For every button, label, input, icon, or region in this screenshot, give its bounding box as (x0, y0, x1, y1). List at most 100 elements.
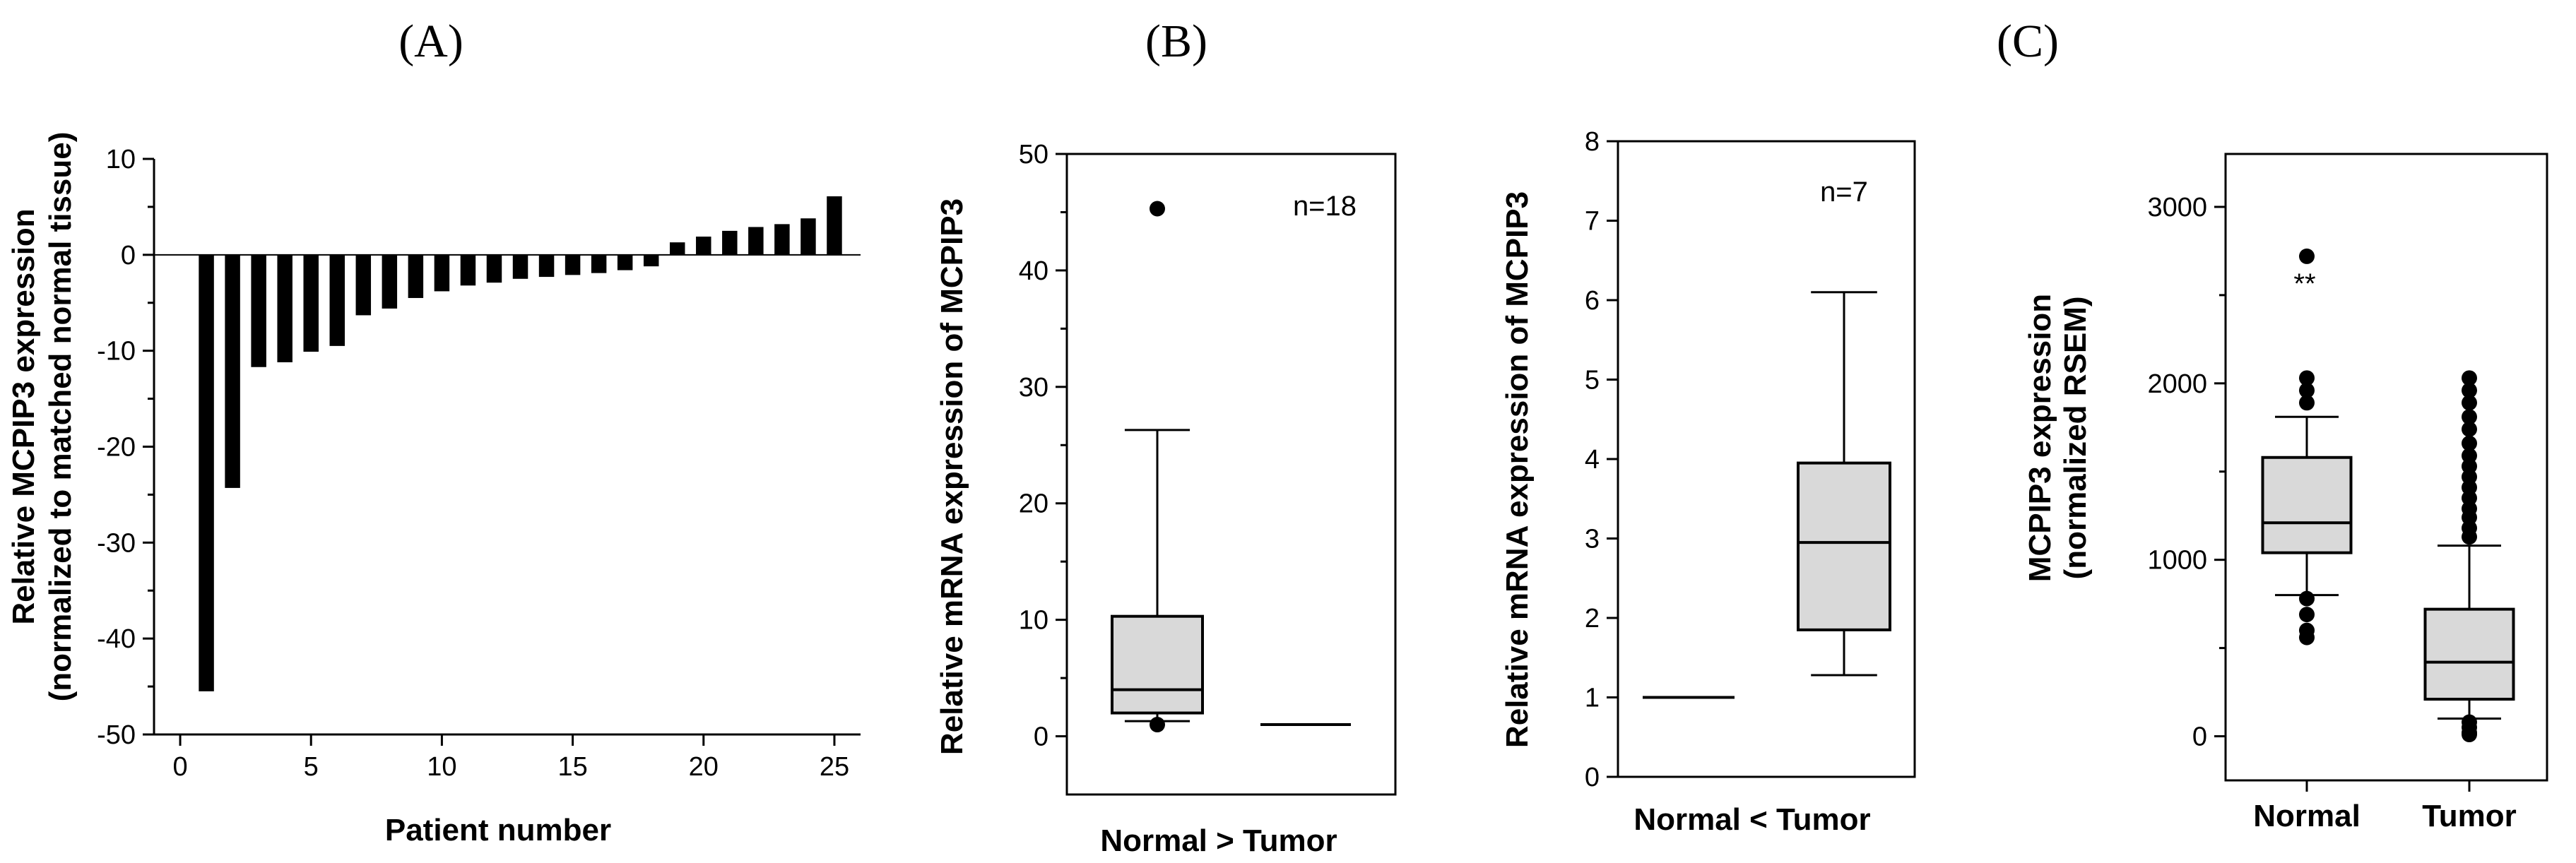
bar (800, 218, 816, 255)
y-tick-label: 40 (1019, 256, 1048, 286)
box-iqr (1797, 461, 1891, 631)
outlier-point (2299, 590, 2315, 607)
bar (408, 254, 424, 298)
outlier-point (1150, 201, 1165, 217)
box-marks: 0 10 20 30 40 50 (1019, 140, 1397, 796)
plot-frame (1065, 153, 1397, 796)
y-tick-label: 0 (2192, 722, 2207, 752)
bar (748, 227, 764, 255)
y-tick-label: 0 (1034, 722, 1048, 752)
y-tick-label: 2 (1585, 604, 1600, 633)
bar (774, 224, 790, 255)
outlier-point (2299, 370, 2315, 386)
bar (538, 254, 555, 278)
panel-label-c: (C) (1997, 16, 2059, 67)
y-axis-label-line-2: (normalized to matched normal tissue) (43, 132, 78, 702)
bar (486, 254, 502, 283)
bar (251, 254, 266, 367)
y-tick-label: 2000 (2147, 369, 2207, 399)
bar (199, 254, 214, 691)
bar (434, 254, 450, 292)
box-iqr (1111, 614, 1204, 715)
sample-count: n=18 (1293, 191, 1357, 222)
bar-chart-patient-expression: 10 0 -10 -20 -30 -40 -50 0 5 10 15 20 25 Patient num… (6, 132, 861, 847)
outlier-point (2299, 395, 2315, 411)
bar (827, 196, 842, 255)
y-tick-label: -10 (97, 337, 136, 367)
outlier-point (2299, 382, 2315, 398)
box-marks: 0 1000 2000 3000 (2147, 153, 2548, 792)
outlier-point (2462, 435, 2477, 451)
y-tick-label: 50 (1019, 140, 1048, 169)
panel-label-b: (B) (1145, 16, 1207, 67)
y-tick-label: 8 (1585, 127, 1600, 157)
y-tick-label: 10 (106, 145, 136, 174)
outlier-point (2462, 409, 2477, 425)
outlier-point (2462, 382, 2477, 398)
y-tick-label: 1000 (2147, 546, 2207, 576)
bar (670, 242, 685, 255)
outlier-point (2462, 395, 2477, 411)
y-axis-label-line-2: (normalized RSEM) (2058, 297, 2093, 580)
category-label-tumor: Tumor (2422, 799, 2517, 833)
x-tick-label: 10 (427, 752, 456, 782)
bar (617, 254, 633, 270)
y-axis-label: Relative mRNA expression of MCPIP3 (935, 198, 969, 755)
box-plot-normal-greater: 0 10 20 30 40 50 n=18 Normal > Tumor Relative… (935, 140, 1397, 858)
y-tick-label: 5 (1585, 366, 1600, 395)
bar (643, 254, 659, 267)
x-axis-label: Normal > Tumor (1100, 823, 1337, 858)
box-iqr (2261, 456, 2353, 554)
box-marks: 0 1 2 3 4 5 6 7 8 (1585, 127, 1916, 792)
bar (565, 254, 581, 275)
y-tick-label: 6 (1585, 286, 1600, 316)
bar-series: 10 0 -10 -20 -30 -40 -50 0 5 10 15 20 25 (97, 145, 861, 782)
box-plot-rsem: 0 1000 2000 3000 ** Normal Tumor MCPIP3 exp… (2023, 153, 2548, 833)
bar (460, 254, 476, 286)
bar (277, 254, 293, 362)
box-plot-normal-less: 0 1 2 3 4 5 6 7 8 n=7 Normal < Tumor Relative mR… (1500, 127, 1916, 837)
bar (329, 254, 345, 346)
y-tick-label: -30 (97, 528, 136, 558)
bar (722, 230, 738, 255)
bar (382, 254, 398, 309)
y-tick-label: 0 (1585, 763, 1600, 792)
bar (303, 254, 319, 352)
bar (512, 254, 528, 279)
y-tick-label: 30 (1019, 373, 1048, 403)
bar (355, 254, 372, 316)
outlier-point (2299, 629, 2315, 645)
y-axis-label-line-1: MCPIP3 expression (2023, 294, 2057, 582)
y-tick-label: 3000 (2147, 193, 2207, 222)
x-axis-label: Patient number (385, 813, 611, 847)
y-tick-label: 7 (1585, 207, 1600, 237)
y-tick-label: 0 (121, 241, 136, 270)
outlier-point (2462, 421, 2477, 437)
y-axis-label: Relative mRNA expression of MCPIP3 (1500, 191, 1535, 748)
y-tick-label: -20 (97, 433, 136, 463)
x-axis-label: Normal < Tumor (1633, 802, 1870, 837)
y-tick-label: -50 (97, 720, 136, 750)
bar (591, 254, 607, 273)
outlier-point (1150, 717, 1165, 733)
category-label-normal: Normal (2253, 799, 2361, 833)
x-tick-label: 15 (557, 752, 587, 782)
outlier-point (2462, 727, 2477, 743)
y-tick-label: 1 (1585, 684, 1600, 713)
outlier-point (2299, 607, 2315, 623)
plot-frame (2224, 153, 2548, 782)
significance-mark: ** (2293, 268, 2315, 299)
y-axis-label-line-1: Relative MCPIP3 expression (6, 208, 41, 624)
x-tick-label: 5 (304, 752, 319, 782)
y-tick-label: 4 (1585, 445, 1600, 475)
panel-label-a: (A) (398, 16, 463, 67)
bar (696, 237, 711, 255)
outlier-point (2462, 529, 2477, 545)
x-tick-label: 0 (172, 752, 187, 782)
outlier-point (2462, 370, 2477, 386)
y-tick-label: 20 (1019, 489, 1048, 519)
bar (225, 254, 240, 488)
plot-frame (1617, 140, 1916, 778)
box-iqr (2423, 607, 2515, 701)
